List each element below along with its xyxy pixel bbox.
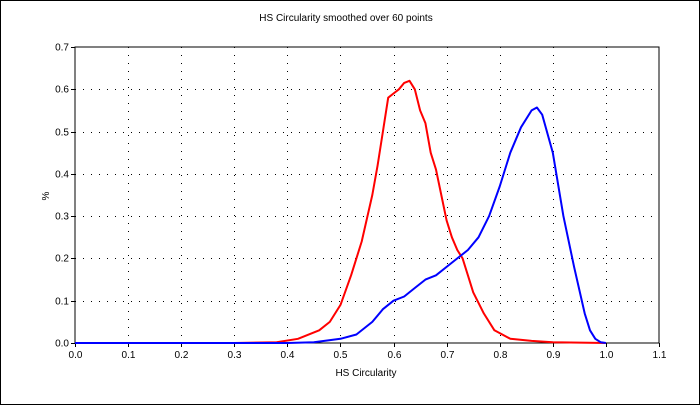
y-tick-label: 0.2 [55, 254, 69, 265]
y-tick-label: 0.6 [55, 85, 69, 96]
x-tick-label: 0.5 [334, 350, 348, 361]
x-tick-label: 0.4 [281, 350, 295, 361]
y-tick-label: 0.7 [55, 43, 69, 54]
x-tick-label: 0.0 [69, 350, 83, 361]
y-axis-label: % [41, 191, 52, 200]
x-tick-label: 0.8 [494, 350, 508, 361]
x-tick-label: 0.1 [122, 350, 136, 361]
series-line-blue [75, 106, 607, 344]
y-tick-label: 0.0 [55, 339, 69, 350]
plot-area-border [74, 46, 660, 344]
grid-layer [75, 47, 659, 343]
y-tick-label: 0.3 [55, 212, 69, 223]
x-tick-label: 1.0 [600, 350, 614, 361]
y-tick-label: 0.5 [55, 128, 69, 139]
x-tick-label: 0.6 [388, 350, 402, 361]
series-layer [75, 79, 607, 344]
y-tick-label: 0.4 [55, 170, 69, 181]
chart-title: HS Circularity smoothed over 60 points [259, 13, 432, 24]
x-tick-label: 1.1 [653, 350, 667, 361]
x-tick-label: 0.2 [175, 350, 189, 361]
x-tick-label: 0.3 [228, 350, 242, 361]
x-tick-label: 0.7 [441, 350, 455, 361]
axis-layer: 0.0 0.1 0.2 0.3 0.4 0.5 0.6 0.7 0.8 0.9 1.0 1.1 0.0 0… [55, 43, 667, 362]
x-axis-label: HS Circularity [335, 368, 396, 379]
series-line-red [75, 79, 606, 344]
x-tick-label: 0.9 [547, 350, 561, 361]
y-tick-label: 0.1 [55, 297, 69, 308]
